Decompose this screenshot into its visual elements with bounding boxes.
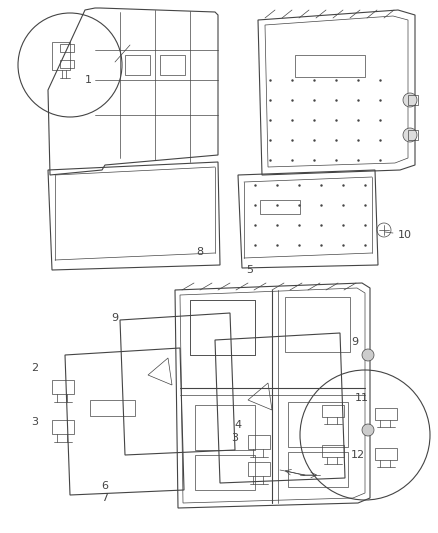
Bar [260, 200, 300, 214]
Text: 2: 2 [32, 363, 39, 373]
Bar [288, 402, 348, 447]
Text: 9: 9 [111, 313, 119, 323]
Text: 3: 3 [232, 433, 239, 443]
Circle shape [403, 128, 417, 142]
Text: 8: 8 [196, 247, 204, 257]
Text: 7: 7 [102, 493, 109, 503]
Bar [125, 55, 150, 75]
Bar [248, 435, 270, 449]
Text: 9: 9 [351, 337, 359, 347]
Text: 3: 3 [32, 417, 39, 427]
Bar [288, 452, 348, 487]
Bar [408, 95, 418, 105]
Bar [195, 405, 255, 450]
Text: 1: 1 [85, 75, 92, 85]
Circle shape [403, 93, 417, 107]
Bar [408, 130, 418, 140]
Bar [52, 380, 74, 394]
Text: 5: 5 [247, 265, 254, 275]
Bar [295, 55, 365, 77]
Text: 10: 10 [398, 230, 412, 240]
Bar [322, 445, 344, 457]
Circle shape [362, 349, 374, 361]
Text: 12: 12 [351, 450, 365, 460]
Text: 4: 4 [234, 420, 242, 430]
Bar [375, 408, 397, 420]
Bar [52, 420, 74, 434]
Bar [322, 405, 344, 417]
Text: 11: 11 [355, 393, 369, 403]
Bar [160, 55, 185, 75]
Bar [90, 400, 135, 416]
Bar [285, 297, 350, 352]
Bar [190, 300, 255, 355]
Circle shape [362, 424, 374, 436]
Bar [195, 455, 255, 490]
Text: 6: 6 [102, 481, 109, 491]
Bar [190, 300, 255, 355]
Bar [248, 462, 270, 476]
Bar [375, 448, 397, 460]
